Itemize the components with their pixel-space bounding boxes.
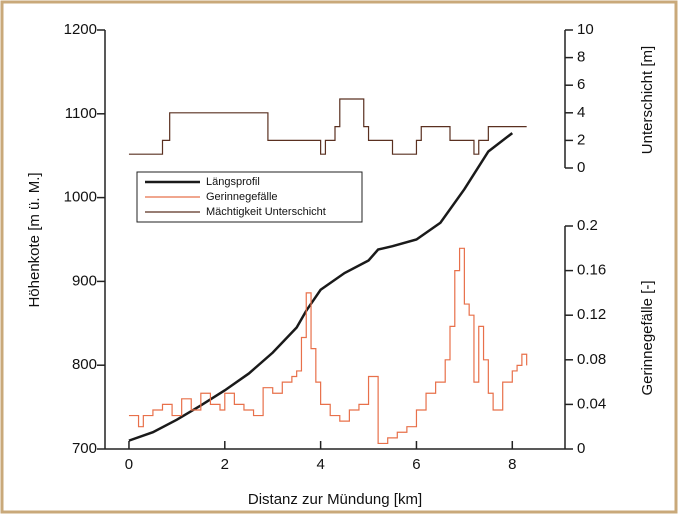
y3-tick-label: 2 [577, 131, 585, 148]
x-tick-label: 8 [508, 456, 516, 473]
y-axis-title: Höhenkote [m ü. M.] [26, 172, 43, 307]
y3-axis-title: Unterschicht [m] [639, 46, 656, 154]
y2-axis-title: Gerinnegefälle [-] [639, 280, 656, 395]
series-line [128, 98, 527, 155]
x-tick-label: 6 [412, 456, 420, 473]
y-tick-label: 1000 [64, 189, 97, 206]
y3-tick-label: 0 [577, 159, 585, 176]
x-tick-label: 0 [125, 456, 133, 473]
series-line [128, 247, 528, 445]
y2-tick-label: 0.2 [577, 217, 598, 234]
x-tick-label: 4 [316, 456, 324, 473]
x-axis-title: Distanz zur Mündung [km] [248, 491, 422, 508]
y2-tick-label: 0.12 [577, 306, 606, 323]
legend-label: Gerinnegefälle [206, 191, 278, 203]
y2-tick-label: 0 [577, 440, 585, 457]
y2-tick-label: 0.04 [577, 395, 606, 412]
y2-tick-label: 0.08 [577, 351, 606, 368]
y-tick-label: 700 [72, 440, 97, 457]
y-tick-label: 1200 [64, 21, 97, 38]
y3-tick-label: 4 [577, 104, 585, 121]
y2-tick-label: 0.16 [577, 262, 606, 279]
y-tick-label: 900 [72, 272, 97, 289]
y3-tick-label: 6 [577, 76, 585, 93]
y3-tick-label: 8 [577, 49, 585, 66]
legend-label: Mächtigkeit Unterschicht [206, 206, 326, 218]
y3-tick-label: 10 [577, 21, 594, 38]
legend-label: Längsprofil [206, 176, 260, 188]
x-tick-label: 2 [221, 456, 229, 473]
y-tick-label: 800 [72, 356, 97, 373]
y-tick-label: 1100 [65, 105, 97, 122]
